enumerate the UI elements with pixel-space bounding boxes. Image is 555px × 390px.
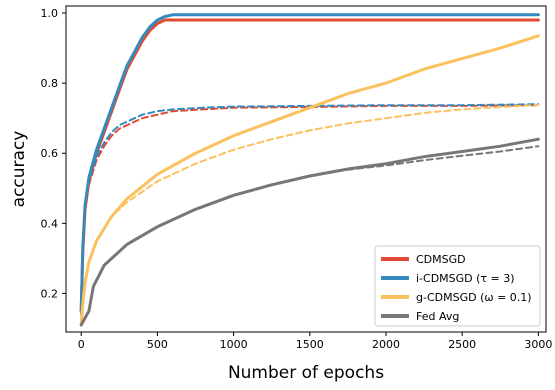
plot-frame <box>65 5 547 333</box>
legend-label: i-CDMSGD (τ = 3) <box>416 272 515 285</box>
x-tick-label: 1000 <box>220 338 248 351</box>
series-line-fed-avg-test <box>80 145 540 326</box>
y-tick-label: 0.8 <box>41 77 59 90</box>
series-line-g-cdmsgd-test <box>80 103 540 326</box>
ticks-layer: 0 500 1000 1500 2000 2500 3000 0.2 0.4 0.6 0.8 1.0 <box>41 7 553 351</box>
legend-label: g-CDMSGD (ω = 0.1) <box>416 291 532 304</box>
legend: CDMSGD i-CDMSGD (τ = 3) g-CDMSGD (ω = 0.1)… <box>374 245 541 327</box>
legend-box <box>374 245 541 327</box>
series-layer <box>79 13 540 327</box>
x-tick-label: 0 <box>78 338 85 351</box>
x-tick-label: 1500 <box>296 338 324 351</box>
legend-label: Fed Avg <box>416 310 459 323</box>
legend-label: CDMSGD <box>416 253 466 266</box>
y-tick-label: 0.2 <box>41 287 59 300</box>
y-tick-label: 0.6 <box>41 147 59 160</box>
x-axis-label: Number of epochs <box>228 363 384 383</box>
y-tick-label: 0.4 <box>41 217 59 230</box>
x-tick-label: 3000 <box>524 338 552 351</box>
x-tick-label: 500 <box>147 338 168 351</box>
y-axis-label: accuracy <box>9 131 29 208</box>
y-tick-label: 1.0 <box>41 7 59 20</box>
series-line-i-cdmsgd-train <box>79 13 540 313</box>
series-line-i-cdmsgd-test <box>80 103 540 316</box>
x-tick-label: 2500 <box>448 338 476 351</box>
x-tick-label: 2000 <box>372 338 400 351</box>
